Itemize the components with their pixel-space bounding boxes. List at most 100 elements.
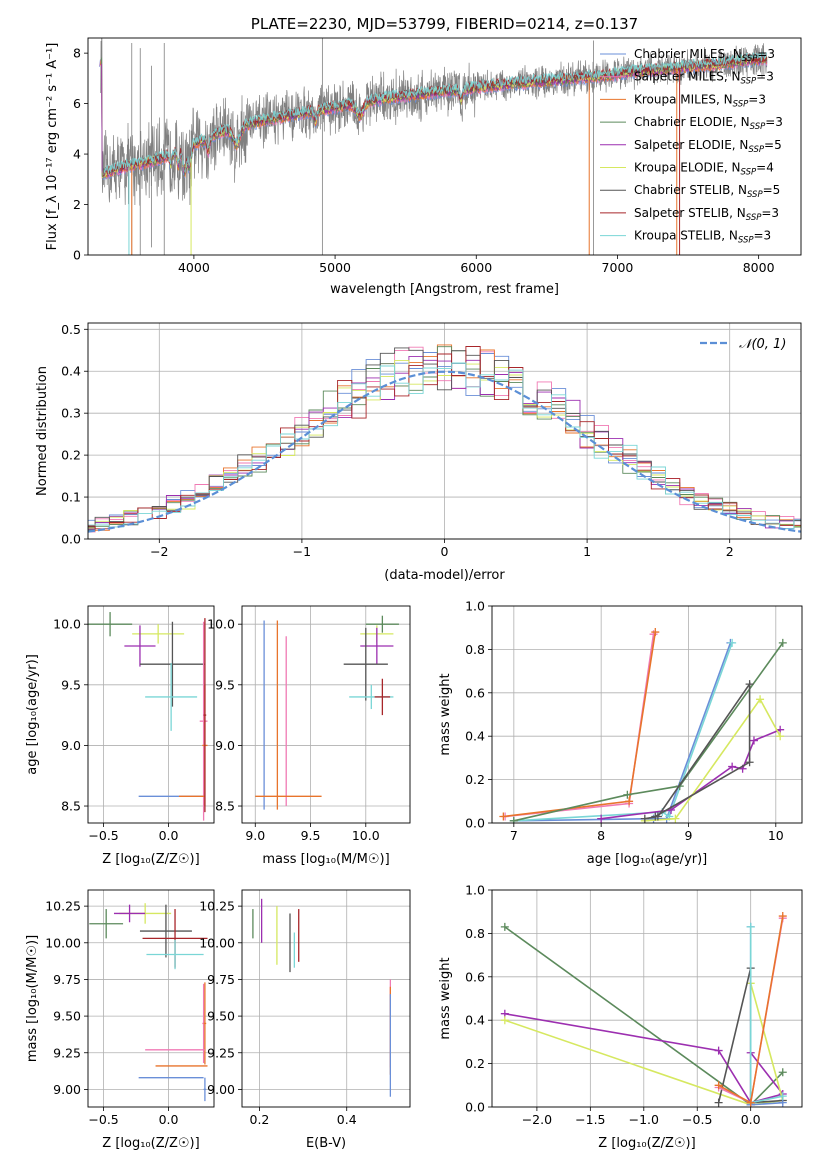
y-tick-label: 9.5 (215, 677, 235, 692)
plot-area (88, 344, 801, 533)
grid-lines (88, 606, 214, 823)
y-tick-label: 2 (73, 197, 81, 212)
x-tick-label: 10 (768, 828, 784, 843)
y-tick-label: 0.8 (465, 642, 485, 657)
grid-lines (242, 606, 410, 823)
x-tick-label: 6000 (460, 260, 492, 275)
x-tick-label: 0.0 (741, 1112, 761, 1127)
mass-vs-EBV-xlabel: E(B-V) (306, 1136, 346, 1151)
y-tick-label: 9.00 (53, 1082, 81, 1097)
y-tick-label: 9.5 (61, 677, 81, 692)
legend-label: Chabrier MILES, NSSP=3 (634, 47, 775, 64)
weight-marker (625, 797, 634, 806)
weight-marker (500, 1016, 509, 1025)
y-tick-label: 0.2 (61, 448, 81, 463)
x-tick-label: 9.5 (301, 828, 321, 843)
weight-marker (728, 762, 737, 771)
x-tick-label: 7 (510, 828, 518, 843)
weight-marker (714, 1046, 723, 1055)
plot-area (500, 912, 787, 1107)
errorbar-point (145, 662, 198, 731)
y-tick-label: 10.0 (53, 617, 81, 632)
residuals-xlabel: (data-model)/error (384, 568, 505, 583)
y-tick-label: 0.2 (465, 772, 485, 787)
spectrum-xlabel: wavelength [Angstrom, rest frame] (330, 282, 559, 297)
weight-marker (745, 680, 754, 689)
weight-vs-Z-xlabel: Z [log₁₀(Z/Z☉)] (598, 1136, 695, 1151)
y-tick-label: 9.75 (207, 972, 235, 987)
panel-residuals: −2 −1 0 1 2 0.0 0.1 0.2 0.3 0.4 0.5 (data-model)/er… (35, 322, 802, 583)
legend-label: Kroupa MILES, NSSP=3 (634, 92, 766, 109)
x-tick-label: 7000 (602, 260, 634, 275)
plot-area (89, 903, 208, 1102)
y-tick-label: 0.0 (465, 1100, 485, 1115)
axes-frame (241, 605, 411, 824)
weight-marker (746, 1098, 755, 1107)
y-tick-label: 8.5 (61, 799, 81, 814)
weight-series (640, 695, 785, 823)
x-tick-label: 0 (441, 544, 449, 559)
y-tick-label: 10.25 (199, 899, 235, 914)
errorbar-point (343, 627, 388, 701)
weight-series (509, 638, 737, 823)
weight-marker (746, 922, 755, 931)
model-spectrum (103, 51, 767, 175)
weight-marker (778, 1092, 787, 1101)
x-tick-label: 2 (726, 544, 734, 559)
residuals-ylabel: Normed distribution (35, 366, 50, 496)
weight-series (597, 725, 785, 823)
weight-marker (778, 638, 787, 647)
panel-mass-vs-Z: −0.5 0.0 9.00 9.25 9.50 9.75 10.00 10.25 Z [log₁… (25, 889, 215, 1151)
x-tick-label: −2.0 (522, 1112, 552, 1127)
age-vs-mass-xlabel: mass [log₁₀(M/M☉)] (262, 852, 389, 867)
weight-marker (651, 628, 660, 637)
y-tick-label: 9.25 (53, 1045, 81, 1060)
y-tick-label: 0.5 (61, 322, 81, 337)
y-tick-label: 0.0 (465, 816, 485, 831)
age-vs-Z-xlabel: Z [log₁₀(Z/Z☉)] (102, 852, 199, 867)
x-tick-label: 9.0 (245, 828, 265, 843)
weight-vs-age-ylabel: mass weight (438, 673, 453, 755)
weight-line (644, 697, 781, 822)
axes-frame (241, 889, 411, 1108)
weight-marker (778, 912, 787, 921)
legend-label: Salpeter MILES, NSSP=3 (634, 70, 774, 87)
weight-marker (500, 922, 509, 931)
y-tick-label: 9.0 (215, 738, 235, 753)
legend-label: Chabrier STELIB, NSSP=5 (634, 183, 780, 200)
x-tick-label: −1 (293, 544, 311, 559)
plot-area (255, 615, 399, 810)
panel-age-vs-Z: −0.5 0.0 8.5 9.0 9.5 10.0 Z [log₁₀(Z/Z☉)] age [… (25, 605, 215, 867)
y-tick-label: 6 (73, 96, 81, 111)
y-tick-label: 0.2 (465, 1056, 485, 1071)
weight-line (503, 631, 657, 818)
weight-marker (756, 695, 765, 704)
y-tick-label: 9.50 (207, 1009, 235, 1024)
y-tick-label: 0.4 (61, 364, 81, 379)
errorbar-point (88, 612, 133, 637)
y-tick-label: 9.00 (207, 1082, 235, 1097)
x-tick-label: 0.2 (250, 1112, 270, 1127)
panel-spectrum: 4000 5000 6000 7000 8000 0 2 4 6 8 PLATE=2230, MJD… (45, 15, 802, 297)
weight-line (644, 681, 751, 820)
weight-marker (651, 812, 660, 821)
y-tick-label: 9.50 (53, 1009, 81, 1024)
legend-label: Kroupa ELODIE, NSSP=4 (634, 161, 774, 178)
weight-vs-Z-ylabel: mass weight (438, 957, 453, 1039)
x-tick-label: 0.0 (159, 828, 179, 843)
axes-frame (87, 37, 802, 256)
y-tick-label: 0 (73, 248, 81, 263)
errorbar-point (89, 909, 124, 939)
legend-label: Kroupa STELIB, NSSP=3 (634, 229, 771, 246)
weight-line (513, 642, 733, 822)
errorbar-point (203, 982, 207, 1065)
x-tick-label: −2 (150, 544, 168, 559)
errorbar-point (203, 1077, 207, 1102)
legend-label: Chabrier ELODIE, NSSP=3 (634, 115, 783, 132)
x-tick-label: 4000 (178, 260, 210, 275)
errorbar-point (146, 939, 204, 970)
y-tick-label: 0.8 (465, 926, 485, 941)
normal-reference-curve (88, 370, 801, 533)
y-tick-label: 0.0 (61, 532, 81, 547)
